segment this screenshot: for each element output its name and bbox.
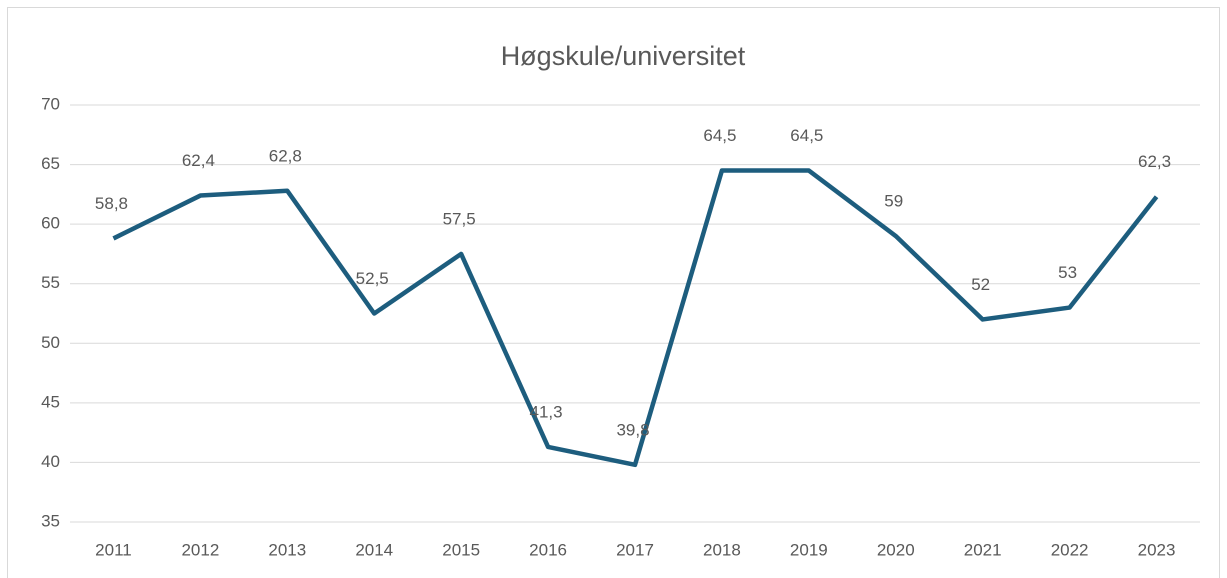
data-label: 41,3 [530,402,563,421]
y-tick-label: 65 [41,154,60,173]
x-tick-label: 2022 [1051,540,1089,559]
y-tick-label: 60 [41,214,60,233]
chart-border [7,7,1220,578]
line [112,168,1159,468]
x-tick-label: 2012 [181,540,219,559]
data-label: 62,4 [182,151,215,170]
x-tick-label: 2013 [268,540,306,559]
data-label: 53 [1058,263,1077,282]
data-label: 52,5 [356,269,389,288]
data-label: 62,3 [1138,152,1171,171]
data-label: 64,5 [703,126,736,145]
data-label: 57,5 [443,209,476,228]
x-tick-label: 2019 [790,540,828,559]
x-tick-label: 2011 [95,540,132,559]
y-tick-label: 45 [41,392,60,411]
x-tick-label: 2023 [1138,540,1176,559]
x-tick-label: 2021 [964,540,1002,559]
data-label: 64,5 [790,126,823,145]
y-tick-label: 50 [41,333,60,352]
x-tick-label: 2016 [529,540,567,559]
x-tick-label: 2017 [616,540,654,559]
x-tick-label: 2018 [703,540,741,559]
data-label: 58,8 [95,194,128,213]
data-label: 52 [971,275,990,294]
data-label: 39,8 [616,420,649,439]
x-tick-label: 2020 [877,540,915,559]
x-tick-label: 2015 [442,540,480,559]
y-tick-label: 40 [41,452,60,471]
y-tick-label: 35 [41,511,60,530]
x-tick-label: 2014 [355,540,393,559]
data-label: 59 [884,192,903,211]
y-tick-label: 70 [41,94,60,113]
y-tick-label: 55 [41,273,60,292]
chart-title: Høgskule/universitet [501,41,746,71]
data-label: 62,8 [269,146,302,165]
